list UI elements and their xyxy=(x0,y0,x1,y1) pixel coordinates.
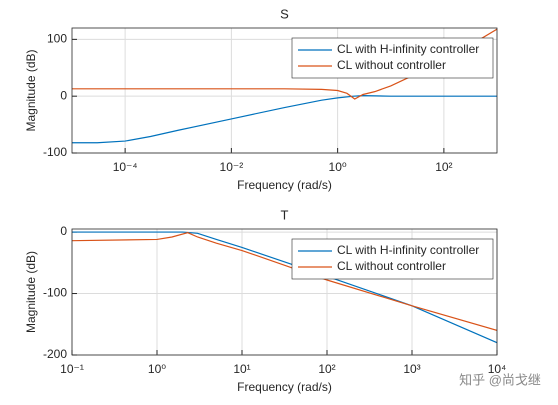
x-tick-label: 10⁻² xyxy=(220,160,244,174)
chart-title: T xyxy=(281,207,289,222)
x-tick-label: 10⁰ xyxy=(148,362,166,376)
watermark: 知乎 @尚戈继 xyxy=(459,372,541,387)
x-axis-label: Frequency (rad/s) xyxy=(237,380,332,394)
x-tick-label: 10² xyxy=(318,362,335,376)
y-tick-label: -100 xyxy=(43,145,67,159)
axes-box xyxy=(71,27,498,154)
series-line xyxy=(72,231,497,344)
x-tick-label: 10³ xyxy=(403,362,420,376)
y-tick-label: 100 xyxy=(47,32,67,46)
x-tick-label: 10¹ xyxy=(233,362,250,376)
legend-box xyxy=(291,37,494,79)
legend-label: CL without controller xyxy=(337,259,446,273)
y-axis-label: Magnitude (dB) xyxy=(24,49,38,131)
x-tick-label: 10⁻⁴ xyxy=(113,160,138,174)
series-line xyxy=(72,232,497,331)
series-line xyxy=(72,28,497,100)
x-tick-label: 10⁴ xyxy=(488,362,507,376)
y-tick-label: -200 xyxy=(43,347,67,361)
x-tick-label: 10⁰ xyxy=(329,160,347,174)
y-axis-label: Magnitude (dB) xyxy=(24,251,38,333)
axes-box xyxy=(71,228,498,356)
x-axis-label: Frequency (rad/s) xyxy=(237,178,332,192)
legend-label: CL without controller xyxy=(337,58,446,72)
chart-title: S xyxy=(280,6,289,21)
y-tick-label: 0 xyxy=(60,88,67,102)
legend-label: CL with H-infinity controller xyxy=(337,42,479,56)
x-tick-label: 10² xyxy=(435,160,452,174)
y-tick-label: 0 xyxy=(60,224,67,238)
legend-label: CL with H-infinity controller xyxy=(337,243,479,257)
series-line xyxy=(72,95,497,144)
x-tick-label: 10⁻¹ xyxy=(60,362,84,376)
legend-box xyxy=(291,238,494,280)
y-tick-label: -100 xyxy=(43,286,67,300)
